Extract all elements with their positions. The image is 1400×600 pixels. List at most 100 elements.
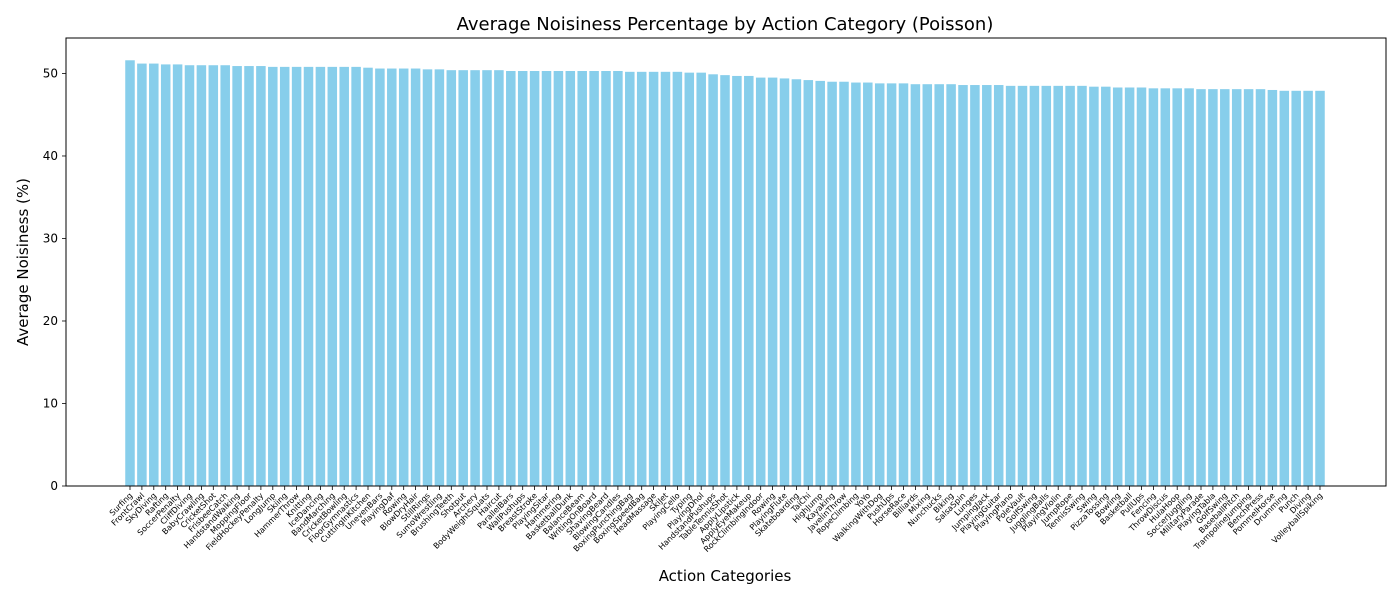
bar-57 — [791, 79, 802, 486]
bar-85 — [1124, 87, 1135, 486]
bar-99 — [1291, 90, 1301, 487]
bar-73 — [982, 85, 992, 486]
bar-72 — [970, 85, 980, 486]
bar-43 — [625, 71, 635, 486]
bar-46 — [660, 71, 671, 486]
bar-15 — [291, 66, 302, 486]
bar-38 — [565, 71, 576, 486]
bar-97 — [1267, 89, 1278, 486]
bar-88 — [1160, 88, 1171, 486]
bar-62 — [851, 82, 861, 487]
bar-30 — [470, 70, 480, 487]
bar-27 — [434, 69, 445, 486]
bar-5 — [172, 64, 183, 487]
bar-17 — [315, 66, 326, 486]
bar-1 — [125, 60, 135, 486]
bar-78 — [1041, 85, 1052, 486]
bar-60 — [827, 81, 837, 486]
bar-69 — [934, 84, 944, 486]
bar-12 — [256, 66, 266, 487]
bar-6 — [184, 65, 195, 486]
bar-25 — [410, 68, 421, 486]
bar-31 — [482, 70, 492, 487]
bar-23 — [387, 68, 397, 486]
bar-80 — [1065, 85, 1075, 486]
y-tick-label-10: 10 — [43, 396, 58, 410]
bar-61 — [839, 81, 849, 486]
bar-28 — [446, 70, 457, 487]
y-tick-label-0: 0 — [50, 479, 58, 493]
bar-16 — [303, 66, 314, 486]
bar-36 — [541, 71, 552, 486]
bar-96 — [1255, 89, 1266, 487]
bar-19 — [339, 66, 349, 486]
bar-90 — [1184, 88, 1194, 486]
bar-56 — [779, 78, 790, 487]
bar-64 — [874, 83, 885, 486]
bar-71 — [958, 85, 968, 486]
bar-14 — [279, 66, 290, 486]
bar-48 — [684, 72, 695, 487]
y-axis: 0 10 20 30 40 50 — [43, 66, 66, 493]
bar-3 — [149, 63, 159, 486]
bar-26 — [422, 69, 433, 486]
y-tick-label-50: 50 — [43, 66, 58, 80]
bar-47 — [672, 71, 683, 486]
bar-24 — [398, 68, 409, 486]
bar-18 — [327, 66, 338, 486]
bar-35 — [529, 71, 540, 486]
y-tick-label-30: 30 — [43, 231, 58, 245]
bar-94 — [1231, 89, 1242, 487]
y-axis-label: Average Noisiness (%) — [14, 178, 32, 346]
bar-79 — [1053, 85, 1063, 486]
bar-9 — [220, 65, 230, 486]
bar-4 — [160, 64, 171, 487]
bar-59 — [815, 80, 825, 487]
bar-76 — [1017, 85, 1028, 486]
bar-22 — [375, 68, 385, 486]
x-axis: SurfingFrontCrawlSkyDivingRaftingSoccerP… — [108, 486, 1324, 554]
bar-68 — [922, 84, 933, 486]
bar-95 — [1243, 89, 1254, 487]
bar-58 — [803, 80, 814, 486]
bar-49 — [696, 72, 706, 487]
bar-77 — [1029, 85, 1040, 486]
bar-2 — [137, 63, 147, 486]
bar-21 — [363, 67, 373, 486]
y-tick-label-20: 20 — [43, 314, 58, 328]
bar-53 — [744, 75, 754, 486]
bar-100 — [1303, 90, 1313, 487]
bar-33 — [506, 71, 516, 486]
bar-70 — [946, 84, 956, 486]
bar-74 — [993, 85, 1004, 486]
bar-44 — [636, 71, 647, 486]
bar-34 — [517, 71, 528, 486]
y-tick-label-40: 40 — [43, 149, 58, 163]
x-axis-label: Action Categories — [659, 567, 792, 585]
bar-75 — [1005, 85, 1016, 486]
bar-42 — [613, 71, 623, 486]
bar-91 — [1196, 89, 1206, 487]
bar-41 — [601, 71, 611, 486]
bar-92 — [1208, 89, 1218, 487]
bar-40 — [589, 71, 599, 486]
bar-39 — [577, 71, 587, 486]
bar-8 — [208, 65, 219, 486]
bar-20 — [351, 66, 361, 486]
bar-32 — [494, 70, 504, 487]
bar-52 — [732, 75, 742, 486]
bar-86 — [1136, 87, 1147, 486]
chart-title: Average Noisiness Percentage by Action C… — [457, 14, 994, 35]
bar-82 — [1089, 86, 1099, 487]
bar-10 — [232, 66, 242, 487]
bars-group — [125, 60, 1325, 487]
bar-89 — [1172, 88, 1182, 486]
bar-11 — [244, 66, 254, 487]
bar-45 — [648, 71, 659, 486]
bar-83 — [1101, 86, 1111, 487]
bar-63 — [863, 82, 873, 487]
bar-81 — [1077, 85, 1087, 486]
bar-7 — [196, 65, 207, 486]
bar-55 — [767, 77, 778, 486]
